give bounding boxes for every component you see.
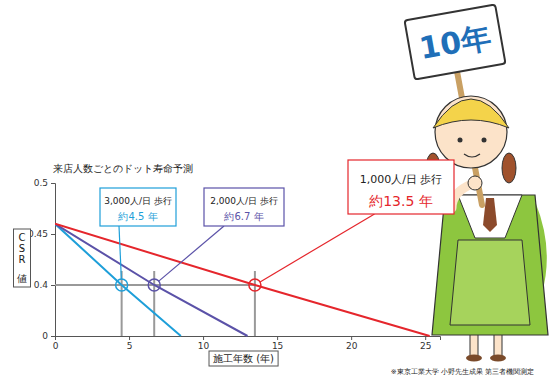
x-tick-label: 25 (420, 341, 431, 351)
x-tick: 5 (127, 336, 133, 351)
callout-leader (260, 214, 374, 282)
y-tick-mark (51, 183, 55, 184)
x-axis-line (56, 337, 441, 341)
footnote: ※東京工業大学 小野先生成果 第三者機関測定 (391, 368, 534, 376)
dress (432, 195, 548, 335)
series-name: 1,000人/日 歩行 (360, 173, 443, 186)
apron (450, 240, 530, 325)
mouth (464, 154, 480, 157)
sign-board (404, 4, 505, 79)
callout-box (204, 188, 284, 226)
arm-up (452, 184, 472, 208)
chart-canvas: 10年 0 5 10 15 20 25 0 0.4 0.45 0.5 3,000人/日 歩行約4.5 … (0, 0, 560, 380)
callout-box (100, 188, 176, 226)
y-tick: 0.45 (28, 229, 55, 239)
y-tick: 0.4 (34, 280, 55, 290)
x-axis-title-box (209, 351, 278, 366)
x-tick: 20 (346, 336, 358, 351)
y-tick-label: 0.4 (34, 280, 49, 290)
x-tick-mark (425, 336, 426, 340)
callout-box (348, 160, 454, 214)
x-axis-title: 施工年数 (年) (213, 353, 274, 364)
y-tick-mark (51, 285, 55, 286)
plot-area (55, 224, 430, 336)
y-tick: 0 (42, 331, 55, 341)
guides (55, 271, 255, 336)
braid (502, 153, 516, 183)
series-annotation: 約6.7 年 (224, 211, 263, 222)
callout-leader (119, 226, 121, 279)
y-tick-mark (51, 234, 55, 235)
x-tick: 25 (420, 336, 431, 351)
series-name: 2,000人/日 歩行 (210, 196, 278, 206)
hat (433, 99, 509, 128)
x-tick: 0 (53, 336, 59, 351)
y-axis-line (51, 184, 56, 337)
shirt (458, 195, 522, 238)
eye (458, 138, 463, 143)
y-axis-title: C・S・R値 (17, 232, 28, 284)
chart-container: 10年 0 5 10 15 20 25 0 0.4 0.45 0.5 3,000人/日 歩行約4.5 … (0, 0, 560, 380)
series-annotation: 約4.5 年 (118, 211, 157, 222)
sign: 10年 (404, 4, 505, 79)
y-tick-label: 0 (42, 331, 48, 341)
x-tick-mark (129, 336, 130, 340)
series-line (55, 224, 430, 336)
hand (468, 176, 482, 190)
x-tick: 15 (272, 336, 283, 351)
y-axis: 0 0.4 0.45 0.5 (28, 178, 56, 341)
x-tick-mark (351, 336, 352, 340)
shoe (490, 355, 506, 362)
x-tick-label: 20 (346, 341, 358, 351)
chart-title: 来店人数ごとのドット寿命予測 (53, 163, 193, 174)
x-tick-mark (277, 336, 278, 340)
guide-vertical (254, 271, 256, 336)
series-line (55, 224, 181, 336)
point-marker (148, 279, 160, 291)
series-line (55, 224, 248, 336)
series-name: 3,000人/日 歩行 (104, 196, 172, 206)
x-tick-mark (203, 336, 204, 340)
x-tick-label: 15 (272, 341, 283, 351)
callouts: 3,000人/日 歩行約4.5 年 2,000人/日 歩行約6.7 年 1,000人… (100, 160, 454, 282)
tie (483, 198, 497, 232)
y-tick-mark (51, 336, 55, 337)
point-marker (116, 279, 128, 291)
guide-vertical (153, 271, 155, 336)
shoe (466, 355, 482, 362)
x-tick-label: 10 (198, 341, 210, 351)
series-annotation: 約13.5 年 (369, 193, 433, 209)
callout-leader (159, 226, 224, 281)
x-axis: 0 5 10 15 20 25 (53, 336, 441, 351)
y-tick-label: 0.5 (34, 178, 48, 188)
sign-text: 10年 (417, 19, 494, 66)
x-tick-label: 5 (127, 341, 133, 351)
eye (482, 138, 487, 143)
y-axis-title-box (14, 229, 31, 287)
y-tick: 0.5 (34, 178, 55, 188)
x-tick: 10 (198, 336, 210, 351)
x-tick-label: 0 (53, 341, 59, 351)
point-marker (249, 279, 261, 291)
guide-vertical (121, 271, 123, 336)
